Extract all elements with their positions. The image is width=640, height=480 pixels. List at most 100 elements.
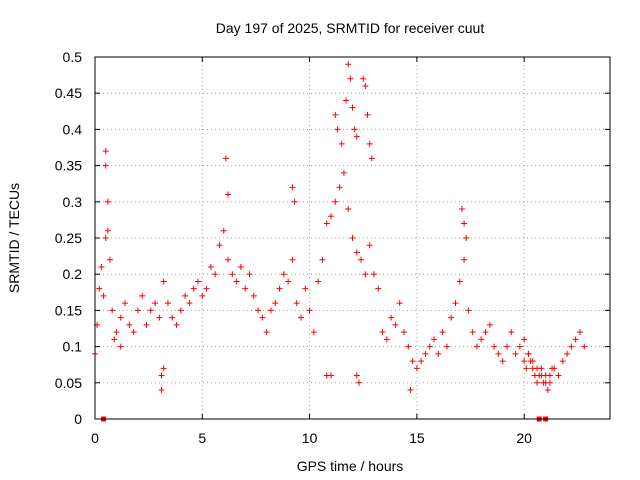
data-point <box>229 271 236 278</box>
data-point <box>572 336 579 343</box>
data-point <box>355 379 362 386</box>
y-tick-label-0: 0 <box>74 411 82 427</box>
y-axis-label: SRMTID / TECUs <box>6 183 22 293</box>
x-tick-label-3: 15 <box>409 430 425 446</box>
data-point <box>546 379 553 386</box>
data-point <box>147 307 154 314</box>
data-point <box>310 329 317 336</box>
data-point <box>368 155 375 162</box>
data-point <box>158 372 165 379</box>
data-point <box>542 372 549 379</box>
data-point <box>186 300 193 307</box>
data-point <box>130 329 137 336</box>
data-point <box>405 343 412 350</box>
data-point <box>461 256 468 263</box>
data-point <box>246 271 253 278</box>
data-point <box>351 126 358 133</box>
data-point <box>549 365 556 372</box>
data-point <box>364 111 371 118</box>
data-point <box>426 343 433 350</box>
data-point <box>461 220 468 227</box>
data-point <box>443 343 450 350</box>
y-tick-label-7: 0.35 <box>55 158 82 174</box>
data-point <box>113 329 120 336</box>
data-point <box>345 61 352 68</box>
data-point <box>328 213 335 220</box>
data-point <box>353 372 360 379</box>
data-point <box>465 307 472 314</box>
y-tick-label-3: 0.15 <box>55 302 82 318</box>
data-point <box>285 278 292 285</box>
data-point <box>216 242 223 249</box>
data-point <box>276 285 283 292</box>
data-point <box>182 292 189 299</box>
data-point <box>362 271 369 278</box>
data-point <box>96 285 103 292</box>
data-point <box>267 307 274 314</box>
data-point <box>407 387 414 394</box>
data-point <box>289 256 296 263</box>
data-point <box>126 321 133 328</box>
data-point <box>225 256 232 263</box>
x-tick-label-1: 5 <box>198 430 206 446</box>
chart-title: Day 197 of 2025, SRMTID for receiver cuu… <box>216 20 485 36</box>
data-point <box>143 321 150 328</box>
data-point <box>190 285 197 292</box>
data-point <box>338 140 345 147</box>
data-point <box>456 278 463 285</box>
data-point <box>439 329 446 336</box>
data-point <box>581 343 588 350</box>
axis-ticks: 0 5 10 15 20 0 0.05 0.1 0.15 0.2 0.25 0.3 0.35 0.4 0.4… <box>55 49 610 446</box>
data-point <box>431 336 438 343</box>
y-tick-label-8: 0.4 <box>63 121 83 137</box>
data-point <box>458 206 465 213</box>
y-tick-label-1: 0.05 <box>55 375 82 391</box>
data-point <box>491 343 498 350</box>
data-point <box>280 271 287 278</box>
data-point <box>538 365 545 372</box>
data-point <box>98 263 105 270</box>
data-point <box>199 292 206 299</box>
x-tick-label-4: 20 <box>516 430 532 446</box>
data-point <box>529 365 536 372</box>
y-tick-label-6: 0.3 <box>63 194 83 210</box>
data-point <box>469 329 476 336</box>
data-point <box>336 184 343 191</box>
data-point <box>111 336 118 343</box>
data-point <box>242 285 249 292</box>
data-point <box>375 285 382 292</box>
data-point <box>540 379 547 386</box>
data-point <box>107 256 114 263</box>
data-point <box>298 314 304 321</box>
data-point <box>117 314 124 321</box>
data-point <box>315 278 322 285</box>
data-point <box>523 365 530 372</box>
data-point <box>401 329 407 336</box>
data-point <box>347 75 354 82</box>
data-point <box>122 300 129 307</box>
data-point <box>158 387 165 394</box>
data-point <box>512 350 519 357</box>
data-point <box>139 292 146 299</box>
data-point <box>413 365 420 372</box>
data-point <box>392 321 399 328</box>
data-point <box>362 82 369 89</box>
y-tick-label-10: 0.5 <box>63 49 83 65</box>
data-point <box>353 249 360 256</box>
data-point <box>306 307 313 314</box>
data-point <box>452 300 459 307</box>
data-point <box>100 292 107 299</box>
data-point <box>360 75 367 82</box>
data-point <box>328 372 335 379</box>
data-point <box>255 307 262 314</box>
data-point <box>396 300 403 307</box>
data-point <box>220 227 227 234</box>
data-point <box>463 235 470 241</box>
data-point <box>169 314 176 321</box>
data-point <box>478 336 485 343</box>
data-point <box>225 191 232 198</box>
data-point <box>134 307 141 314</box>
data-point <box>156 314 163 321</box>
data-point <box>473 343 480 350</box>
